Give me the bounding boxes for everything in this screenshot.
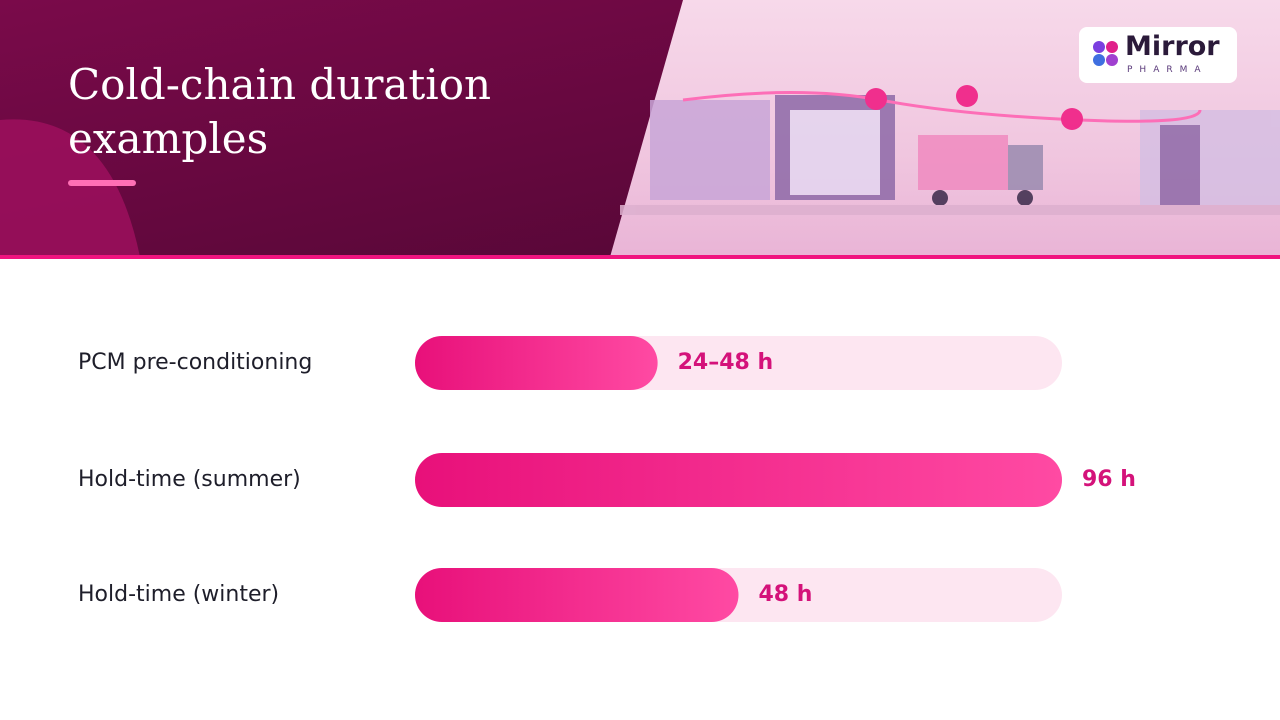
- header-curve: [0, 119, 140, 257]
- value-label: 24–48 h: [678, 350, 774, 375]
- illustration-shapes: [620, 85, 1280, 215]
- logo-name: Mirror: [1125, 31, 1220, 62]
- bar: [415, 336, 658, 390]
- category-label: Hold-time (winter): [78, 582, 279, 607]
- bar: [415, 453, 1062, 507]
- logo: Mirror PHARMA: [1079, 27, 1237, 83]
- value-label: 96 h: [1082, 467, 1136, 492]
- title-accent: [68, 180, 136, 186]
- bar: [415, 568, 739, 622]
- value-label: 48 h: [759, 582, 813, 607]
- category-label: PCM pre-conditioning: [78, 350, 312, 375]
- header-rule: [0, 255, 1280, 259]
- category-label: Hold-time (summer): [78, 467, 301, 492]
- logo-icon: [1093, 41, 1118, 66]
- logo-tagline: PHARMA: [1127, 65, 1208, 75]
- title: Cold-chain duration examples: [68, 60, 492, 163]
